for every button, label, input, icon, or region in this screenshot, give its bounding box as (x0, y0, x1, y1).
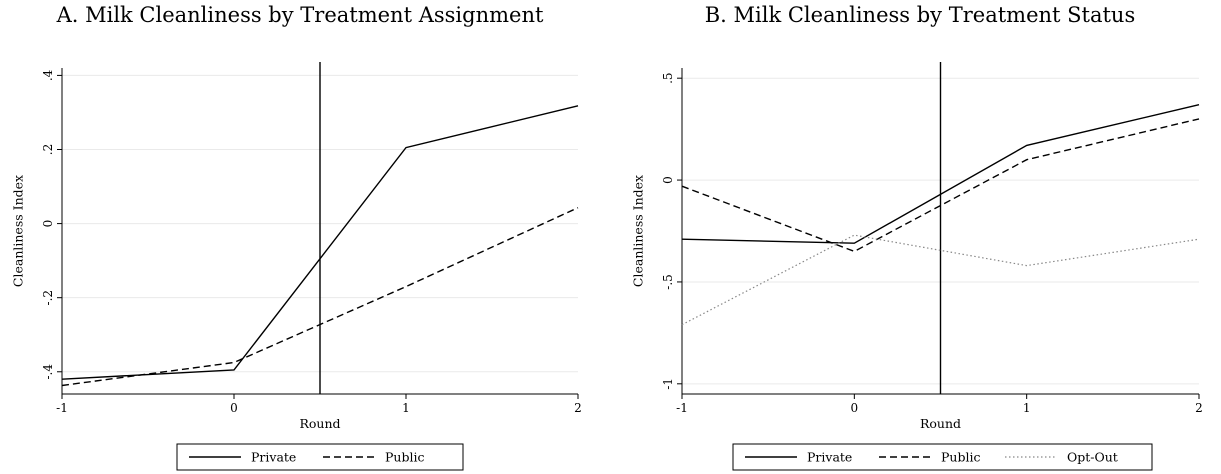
y-axis-title: Cleanliness Index (631, 175, 646, 287)
x-axis-title: Round (920, 416, 961, 431)
series-line-private (61, 105, 579, 380)
y-axis-title: Cleanliness Index (11, 175, 26, 287)
series-line-public (61, 207, 579, 387)
legend-box (176, 443, 464, 471)
chart-panel-1: B. Milk Cleanliness by Treatment Status -… (631, 3, 1203, 471)
legend-label: Public (941, 450, 980, 465)
legend-box (732, 443, 1153, 471)
x-tick-label: 0 (851, 401, 859, 415)
y-tick-label: 0 (41, 220, 55, 228)
y-tick-label: .2 (41, 144, 55, 155)
y-tick-label: 0 (661, 176, 675, 184)
y-tick-label: .5 (661, 72, 675, 83)
chart-panel-0: A. Milk Cleanliness by Treatment Assignm… (11, 3, 582, 471)
x-tick-label: -1 (56, 401, 68, 415)
y-tick-label: -.4 (41, 364, 55, 380)
legend-label: Private (807, 450, 852, 465)
y-tick-label: .4 (41, 69, 55, 81)
x-tick-label: 2 (574, 401, 582, 415)
legend: Private Public (176, 443, 464, 471)
series-line-private (681, 104, 1200, 244)
chart-title: B. Milk Cleanliness by Treatment Status (705, 3, 1135, 27)
x-axis-title: Round (299, 416, 340, 431)
y-tick-label: -1 (661, 378, 675, 390)
x-tick-label: 1 (402, 401, 410, 415)
x-tick-label: 0 (230, 401, 238, 415)
chart-title: A. Milk Cleanliness by Treatment Assignm… (56, 3, 544, 27)
y-tick-label: -.5 (661, 274, 675, 290)
x-tick-label: 1 (1023, 401, 1031, 415)
x-tick-label: 2 (1195, 401, 1203, 415)
series-line-public (681, 118, 1200, 253)
legend-label: Public (385, 450, 424, 465)
legend-label: Private (251, 450, 296, 465)
legend-label: Opt-Out (1067, 450, 1118, 465)
legend: Private Public Opt-Out (732, 443, 1153, 471)
series-line-opt-out (681, 234, 1200, 326)
y-tick-label: -.2 (41, 290, 55, 306)
x-tick-label: -1 (676, 401, 688, 415)
